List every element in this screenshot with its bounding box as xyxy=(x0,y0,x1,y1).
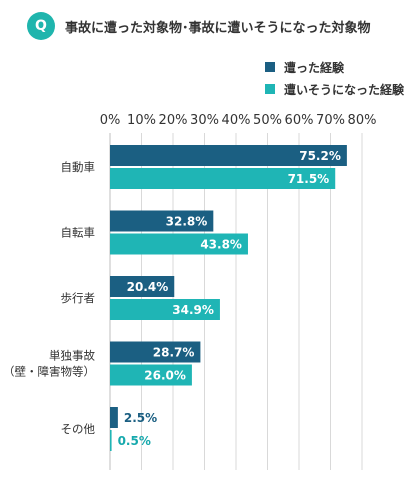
bar-1-1 xyxy=(110,233,248,255)
x-tick-label-3: 30% xyxy=(190,113,219,128)
category-label-4-0: その他 xyxy=(61,422,96,436)
bar-2-1 xyxy=(110,299,220,320)
legend-item-series-1: 遭いそうになった経験 xyxy=(265,78,404,100)
x-tick-label-2: 20% xyxy=(159,113,188,128)
category-label-3-0: 単独事故 xyxy=(49,349,95,363)
data-label-3-0: 28.7% xyxy=(153,346,195,360)
data-label-4-0: 2.5% xyxy=(124,411,157,425)
data-label-4-1: 0.5% xyxy=(118,434,151,448)
bar-0-1 xyxy=(110,168,336,189)
category-label-2-0: 歩行者 xyxy=(61,291,96,305)
bar-2-0 xyxy=(110,276,175,297)
legend-item-series-0: 遭った経験 xyxy=(265,56,404,78)
question-icon: Q xyxy=(27,12,55,40)
bar-4-0 xyxy=(110,407,118,428)
x-tick-label-0: 0% xyxy=(100,113,121,128)
bar-3-1 xyxy=(110,364,192,386)
category-label-1-0: 自転車 xyxy=(61,226,96,240)
legend-swatch-series-1 xyxy=(265,84,275,94)
data-label-0-1: 71.5% xyxy=(288,172,330,186)
legend-label-series-0: 遭った経験 xyxy=(284,60,345,75)
x-tick-label-1: 10% xyxy=(127,113,156,128)
x-tick-label-7: 70% xyxy=(316,113,345,128)
chart-header: Q 事故に遭った対象物･事故に遭いそうになった対象物 xyxy=(27,10,371,42)
bar-1-0 xyxy=(110,210,214,232)
x-tick-label-8: 80% xyxy=(348,113,377,128)
data-label-2-1: 34.9% xyxy=(172,303,214,317)
chart-legend: 遭った経験 遭いそうになった経験 xyxy=(265,56,404,100)
legend-swatch-series-0 xyxy=(265,62,275,72)
bar-3-0 xyxy=(110,341,201,363)
data-label-1-0: 32.8% xyxy=(166,215,208,229)
bar-0-0 xyxy=(110,145,347,166)
category-label-0-0: 自動車 xyxy=(61,160,96,174)
x-tick-label-6: 60% xyxy=(285,113,314,128)
data-label-1-1: 43.8% xyxy=(200,238,242,252)
category-label-3-1: （壁・障害物等） xyxy=(3,365,95,379)
data-label-2-0: 20.4% xyxy=(127,280,169,294)
bar-4-1 xyxy=(110,430,112,451)
question-icon-letter: Q xyxy=(35,18,47,34)
data-label-3-1: 26.0% xyxy=(144,369,186,383)
chart-title: 事故に遭った対象物･事故に遭いそうになった対象物 xyxy=(65,20,371,36)
legend-label-series-1: 遭いそうになった経験 xyxy=(284,82,405,97)
x-tick-label-5: 50% xyxy=(253,113,282,128)
data-label-0-0: 75.2% xyxy=(299,149,341,163)
x-tick-label-4: 40% xyxy=(222,113,251,128)
